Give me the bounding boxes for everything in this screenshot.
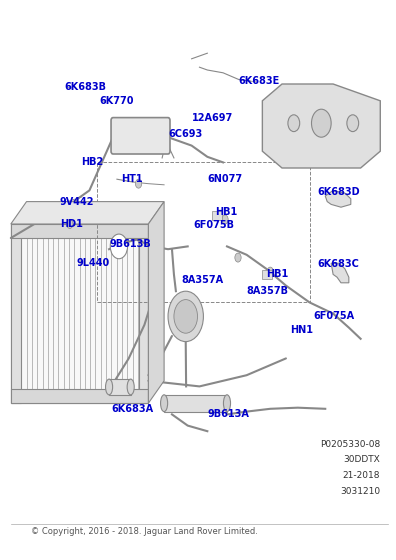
Circle shape <box>168 291 204 342</box>
Polygon shape <box>263 84 380 168</box>
Text: HB1: HB1 <box>215 207 238 217</box>
Polygon shape <box>11 202 164 224</box>
Ellipse shape <box>106 379 112 395</box>
Circle shape <box>135 179 142 188</box>
Polygon shape <box>331 263 349 283</box>
Text: 9L440: 9L440 <box>77 258 110 268</box>
Circle shape <box>222 215 228 224</box>
Bar <box>263 270 272 279</box>
Text: 12A697: 12A697 <box>192 113 233 123</box>
Bar <box>139 224 148 403</box>
Circle shape <box>174 300 198 333</box>
Bar <box>109 379 131 395</box>
Bar <box>11 389 148 403</box>
Circle shape <box>235 253 241 262</box>
Circle shape <box>312 109 331 137</box>
Bar <box>97 162 310 302</box>
Bar <box>11 224 148 403</box>
Text: 8A357B: 8A357B <box>247 286 289 296</box>
Polygon shape <box>325 190 351 207</box>
Circle shape <box>11 232 26 252</box>
Circle shape <box>267 267 273 276</box>
Bar <box>212 211 222 220</box>
Bar <box>11 224 21 403</box>
Text: P0205330-08: P0205330-08 <box>320 440 380 449</box>
Text: HB1: HB1 <box>266 269 289 279</box>
Text: 21-2018: 21-2018 <box>343 471 380 480</box>
Polygon shape <box>148 202 164 403</box>
Bar <box>164 395 227 412</box>
Text: 3031210: 3031210 <box>340 487 380 496</box>
Text: 6C693: 6C693 <box>168 129 202 139</box>
Text: HD1: HD1 <box>60 219 83 229</box>
Ellipse shape <box>160 395 168 412</box>
Text: 9V442: 9V442 <box>60 197 94 207</box>
Text: HN1: HN1 <box>290 325 313 335</box>
FancyBboxPatch shape <box>111 118 170 154</box>
Text: HT1: HT1 <box>121 174 143 184</box>
Circle shape <box>288 115 300 132</box>
Ellipse shape <box>223 395 230 412</box>
Text: HB2: HB2 <box>82 157 104 167</box>
Ellipse shape <box>127 379 134 395</box>
Circle shape <box>347 115 359 132</box>
Text: 8A357A: 8A357A <box>182 275 224 285</box>
Text: 6F075A: 6F075A <box>314 311 354 321</box>
Text: 6K683B: 6K683B <box>64 82 106 92</box>
Text: 9B613B: 9B613B <box>109 239 151 249</box>
Text: 9B613A: 9B613A <box>208 409 249 419</box>
Circle shape <box>110 234 128 259</box>
Text: © Copyright, 2016 - 2018. Jaguar Land Rover Limited.: © Copyright, 2016 - 2018. Jaguar Land Ro… <box>31 528 258 536</box>
Text: 6K683D: 6K683D <box>317 186 360 197</box>
Text: 30DDTX: 30DDTX <box>343 455 380 464</box>
Text: 6K683E: 6K683E <box>239 76 280 86</box>
Text: 6K683A: 6K683A <box>111 404 153 414</box>
Bar <box>11 224 148 238</box>
Text: 6K770: 6K770 <box>99 96 134 106</box>
Text: 6N077: 6N077 <box>208 174 242 184</box>
Text: 6F075B: 6F075B <box>194 220 234 230</box>
Circle shape <box>67 220 73 228</box>
Text: 6K683C: 6K683C <box>317 259 359 269</box>
